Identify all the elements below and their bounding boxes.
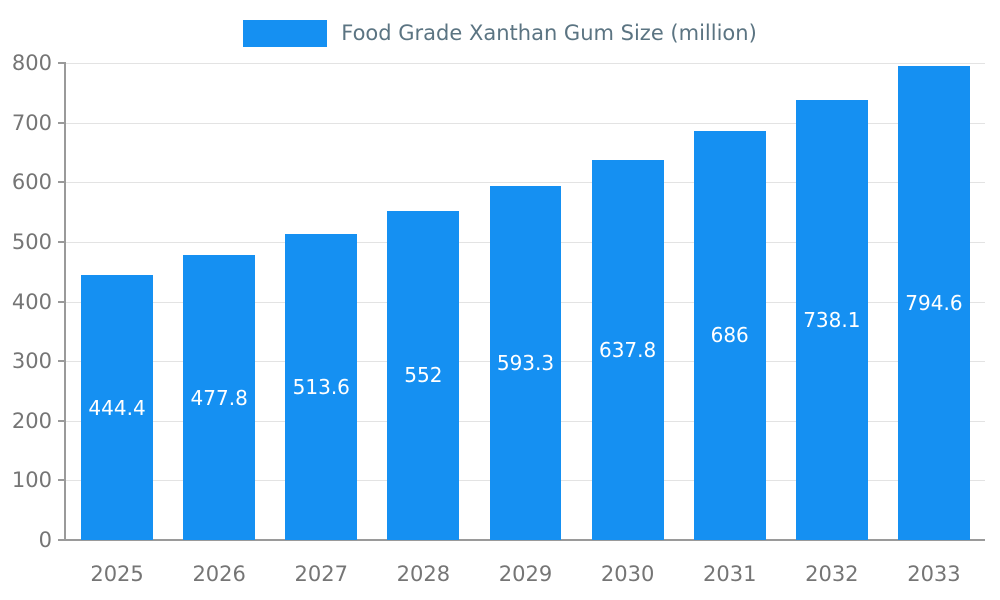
x-axis-tick-label: 2029 <box>498 562 553 586</box>
gridline <box>66 182 985 184</box>
y-axis-tick <box>58 181 66 184</box>
bar-value-label: 794.6 <box>905 291 963 316</box>
y-axis-tick <box>58 479 66 482</box>
y-axis-tick <box>58 300 66 303</box>
y-axis-line <box>64 63 66 540</box>
y-axis-tick-label: 100 <box>11 468 52 493</box>
y-axis-tick <box>58 62 66 64</box>
legend-swatch <box>243 19 328 47</box>
x-axis-tick-label: 2030 <box>600 562 655 586</box>
bar-value-label: 552 <box>404 363 443 388</box>
y-axis-tick-label: 200 <box>11 408 52 433</box>
x-axis-tick-label: 2028 <box>396 562 451 586</box>
y-axis-tick <box>58 419 66 422</box>
y-axis-tick-label: 800 <box>11 51 52 75</box>
bar: 593.3 <box>489 186 562 540</box>
bar: 794.6 <box>897 66 970 540</box>
bar-value-label: 637.8 <box>598 337 657 362</box>
bar: 552 <box>387 210 460 540</box>
x-axis-tick-label: 2026 <box>192 562 246 586</box>
x-axis-tick-label: 2027 <box>294 562 348 586</box>
bar-value-label: 477.8 <box>190 385 248 410</box>
bar-value-label: 513.6 <box>292 374 350 399</box>
y-axis-tick <box>58 240 66 243</box>
bar: 637.8 <box>591 159 664 540</box>
bar: 513.6 <box>285 233 358 540</box>
y-axis-tick <box>58 121 66 124</box>
legend: Food Grade Xanthan Gum Size (million) <box>0 17 1000 49</box>
y-axis-tick-label: 600 <box>11 170 52 195</box>
y-axis-tick <box>58 360 66 363</box>
y-axis-tick <box>58 539 66 541</box>
gridline <box>66 122 985 124</box>
bar: 477.8 <box>183 255 256 540</box>
bar-value-label: 686 <box>710 323 749 348</box>
y-axis-tick-label: 300 <box>11 349 52 374</box>
gridline <box>66 63 985 64</box>
y-axis-tick-label: 0 <box>38 528 52 552</box>
bar: 686 <box>693 130 766 540</box>
x-axis-tick-label: 2032 <box>805 562 859 586</box>
y-axis-tick-label: 500 <box>11 229 52 254</box>
bar-value-label: 738.1 <box>803 307 861 332</box>
bar-value-label: 593.3 <box>496 351 555 376</box>
x-axis-tick-label: 2031 <box>702 562 757 586</box>
x-axis-tick-label: 2025 <box>90 562 144 586</box>
legend-label: Food Grade Xanthan Gum Size (million) <box>341 21 757 45</box>
bar-value-label: 444.4 <box>88 395 146 420</box>
y-axis-tick-label: 400 <box>11 289 52 314</box>
bar: 444.4 <box>81 275 154 540</box>
y-axis-tick-label: 700 <box>11 110 52 135</box>
x-axis-line <box>64 539 985 541</box>
x-axis-tick-label: 2033 <box>907 562 961 586</box>
bar: 738.1 <box>795 99 868 540</box>
